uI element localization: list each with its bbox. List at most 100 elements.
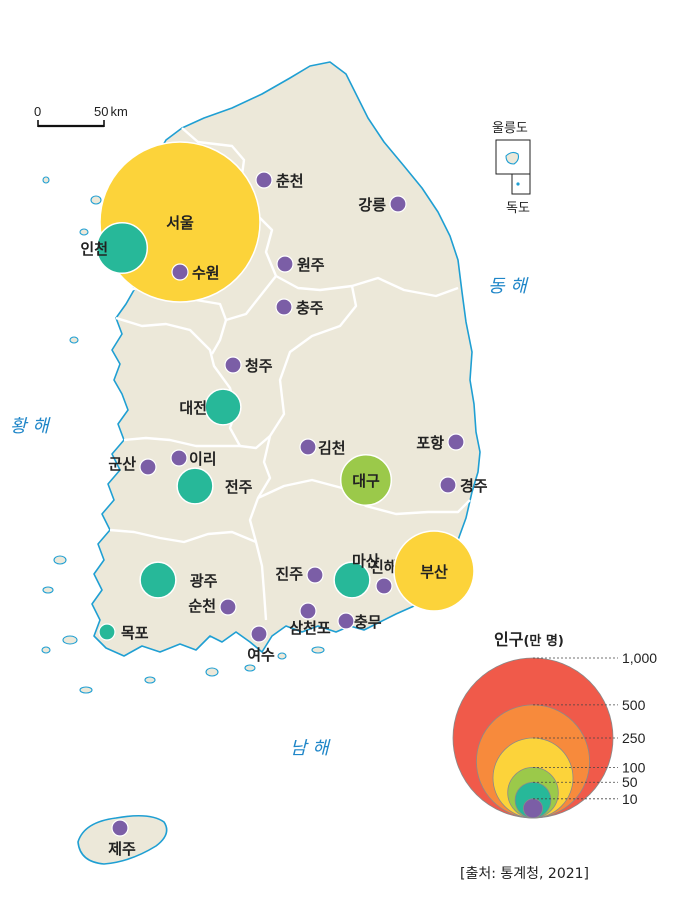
- inset-ulleungdo-dokdo: 울릉도 독도: [492, 120, 531, 215]
- inset-ulleungdo-label: 울릉도: [492, 120, 528, 135]
- legend-value-0: 1,000: [622, 650, 657, 666]
- city-marker-5: [276, 255, 294, 273]
- city-label-24: 충무: [354, 613, 382, 631]
- city-label-12: 이리: [189, 450, 217, 468]
- city-marker-24: [337, 612, 355, 630]
- city-21: 진해: [370, 558, 398, 595]
- city-17: 순천: [188, 597, 237, 616]
- city-label-7: 청주: [245, 357, 273, 375]
- city-14: 대구: [339, 453, 393, 507]
- city-label-4: 강릉: [358, 196, 386, 214]
- city-label-19: 진주: [275, 565, 303, 583]
- city-label-23: 삼천포: [289, 619, 331, 637]
- city-marker-9: [299, 438, 317, 456]
- city-22: 부산: [393, 530, 475, 612]
- small-islands: [41, 176, 325, 694]
- scale-bar: 0 50 km: [34, 104, 128, 128]
- city-25: 여수: [247, 625, 275, 664]
- city-26: 제주: [108, 819, 136, 858]
- city-label-21: 진해: [370, 558, 398, 576]
- jeju-island: [77, 814, 168, 865]
- city-marker-7: [224, 356, 242, 374]
- city-6: 충주: [275, 298, 324, 317]
- city-23: 삼천포: [289, 602, 331, 637]
- city-label-6: 충주: [296, 299, 324, 317]
- city-label-13: 전주: [225, 478, 253, 496]
- city-5: 원주: [276, 255, 325, 274]
- city-label-17: 순천: [188, 597, 216, 615]
- sea-label-west: 황 해: [10, 416, 51, 437]
- city-marker-26: [111, 819, 129, 837]
- city-label-11: 군산: [108, 455, 136, 473]
- city-label-18: 목포: [121, 624, 149, 642]
- legend-value-2: 250: [622, 730, 646, 746]
- city-3: 춘천: [255, 171, 304, 190]
- legend-circle-5: [523, 798, 544, 819]
- city-marker-3: [255, 171, 273, 189]
- city-4: 강릉: [358, 195, 407, 214]
- city-7: 청주: [224, 356, 273, 375]
- city-marker-2: [171, 263, 189, 281]
- city-label-25: 여수: [247, 646, 275, 664]
- city-marker-25: [250, 625, 268, 643]
- city-label-22: 부산: [420, 563, 448, 581]
- city-label-3: 춘천: [276, 172, 304, 190]
- city-marker-22: [393, 530, 475, 612]
- scale-zero: 0: [34, 104, 41, 119]
- city-marker-6: [275, 298, 293, 316]
- city-marker-11: [139, 458, 157, 476]
- city-marker-18: [98, 623, 116, 641]
- city-8: 대전: [179, 388, 242, 426]
- ulleungdo-island: [505, 151, 520, 165]
- city-label-26: 제주: [108, 840, 136, 858]
- city-marker-14: [339, 453, 393, 507]
- city-9: 김천: [299, 438, 346, 457]
- city-label-14: 대구: [352, 472, 380, 490]
- city-24: 충무: [337, 612, 382, 631]
- city-label-15: 경주: [460, 477, 488, 495]
- city-label-10: 포항: [416, 434, 444, 452]
- city-10: 포항: [416, 433, 465, 452]
- province-boundaries: [109, 127, 471, 621]
- sea-label-east: 동 해: [488, 276, 529, 297]
- city-19: 진주: [275, 565, 324, 584]
- inset-dokdo-label: 독도: [506, 200, 530, 215]
- city-marker-1: [95, 221, 149, 275]
- city-15: 경주: [439, 476, 488, 495]
- city-marker-19: [306, 566, 324, 584]
- city-marker-15: [439, 476, 457, 494]
- city-marker-13: [176, 467, 214, 505]
- city-label-16: 광주: [190, 572, 218, 590]
- legend-value-3: 100: [622, 759, 646, 775]
- dokdo-island: [516, 182, 520, 186]
- city-label-2: 수원: [192, 264, 220, 282]
- legend-value-1: 500: [622, 697, 646, 713]
- city-label-0: 서울: [166, 214, 194, 232]
- city-label-9: 김천: [318, 439, 346, 457]
- city-label-20: 마산: [352, 552, 380, 570]
- scale-max: 50 km: [94, 104, 128, 119]
- city-marker-4: [389, 195, 407, 213]
- city-label-5: 원주: [297, 256, 325, 274]
- legend-value-4: 50: [622, 774, 638, 790]
- city-16: 광주: [139, 561, 218, 599]
- city-12: 이리: [170, 449, 217, 468]
- city-1: 인천: [80, 221, 149, 275]
- source-citation: [출처: 통계청, 2021]: [460, 866, 589, 882]
- city-marker-16: [139, 561, 177, 599]
- legend-value-5: 10: [622, 791, 638, 807]
- city-label-8: 대전: [179, 399, 207, 417]
- sea-label-south: 남 해: [290, 738, 331, 759]
- city-11: 군산: [108, 455, 157, 476]
- city-marker-21: [375, 577, 393, 595]
- city-2: 수원: [171, 263, 220, 282]
- city-20: 마산: [333, 552, 380, 599]
- city-label-1: 인천: [80, 240, 108, 258]
- city-marker-23: [299, 602, 317, 620]
- city-13: 전주: [176, 467, 253, 505]
- city-marker-12: [170, 449, 188, 467]
